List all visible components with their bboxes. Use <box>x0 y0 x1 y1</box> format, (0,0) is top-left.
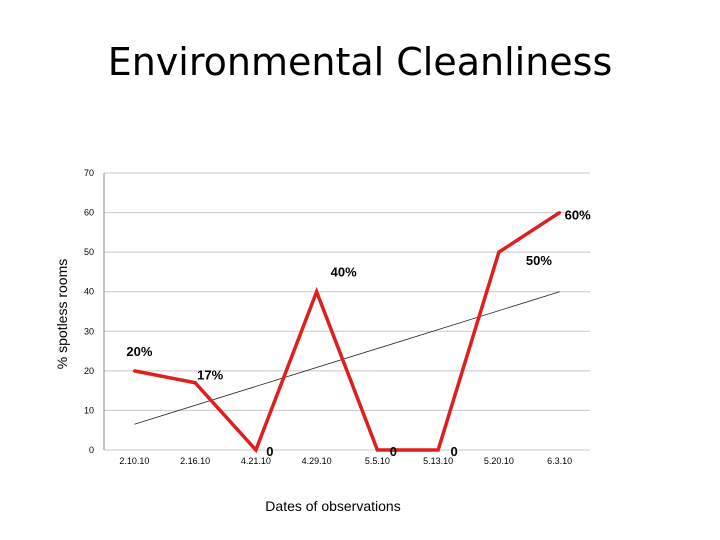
data-point <box>132 369 136 373</box>
series-layer <box>132 211 562 454</box>
trendline-layer <box>134 291 560 425</box>
x-tick-label: 5.5.10 <box>365 456 390 466</box>
x-axis-title: Dates of observations <box>265 498 400 514</box>
data-point <box>558 211 562 215</box>
data-label: 17% <box>197 368 223 383</box>
x-tick-label: 6.3.10 <box>547 456 572 466</box>
data-point <box>497 250 501 254</box>
y-tick-label: 10 <box>84 405 94 415</box>
x-tick-labels: 2.10.10 2.16.10 4.21.10 4.29.10 5.5.10 5.13.1… <box>119 456 572 466</box>
y-tick-label: 70 <box>84 168 94 178</box>
x-tick-label: 2.16.10 <box>180 456 210 466</box>
y-tick-label: 20 <box>84 366 94 376</box>
data-point <box>193 381 197 385</box>
data-point <box>254 448 258 452</box>
data-label: 50% <box>526 253 552 268</box>
y-tick-label: 40 <box>84 287 94 297</box>
data-label: 60% <box>565 208 591 223</box>
y-axis-title: % spotless rooms <box>54 259 70 369</box>
data-labels: 20% 17% 0 40% 0 0 50% 60% <box>126 208 591 459</box>
trendline <box>134 291 560 425</box>
gridlines <box>103 172 590 451</box>
y-tick-label: 50 <box>84 247 94 257</box>
data-label: 20% <box>126 344 152 359</box>
data-label: 0 <box>266 444 273 459</box>
x-tick-label: 4.21.10 <box>241 456 271 466</box>
series-line <box>134 211 561 454</box>
data-label: 0 <box>451 444 458 459</box>
y-tick-label: 0 <box>89 445 94 455</box>
y-tick-label: 30 <box>84 326 94 336</box>
data-point <box>375 448 379 452</box>
y-tick-labels: 0 10 20 30 40 50 60 70 <box>84 168 94 455</box>
data-label: 40% <box>331 265 357 280</box>
data-point <box>315 290 319 294</box>
x-tick-label: 2.10.10 <box>119 456 149 466</box>
y-tick-label: 60 <box>84 208 94 218</box>
x-tick-label: 5.20.10 <box>484 456 514 466</box>
slide-title: Environmental Cleanliness <box>107 40 613 84</box>
x-tick-label: 4.29.10 <box>302 456 332 466</box>
data-point <box>436 448 440 452</box>
x-tick-label: 5.13.10 <box>423 456 453 466</box>
data-label: 0 <box>390 444 397 459</box>
